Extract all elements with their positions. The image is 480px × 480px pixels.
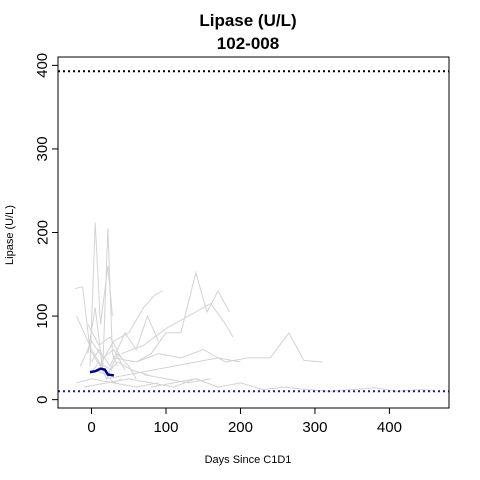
background-series-line-16 [87,324,122,359]
background-series-line-17 [95,361,148,376]
y-tick-label-100: 100 [34,304,51,329]
y-tick-label-300: 300 [34,136,51,161]
background-series-line-8 [113,270,230,363]
x-tick-label-200: 200 [228,419,253,436]
background-series-line-6 [91,314,159,368]
x-tick-label-400: 400 [377,419,402,436]
plot-frame [57,56,450,409]
y-axis-label: Lipase (U/L) [4,205,16,265]
background-series-line-1 [74,286,113,371]
x-tick-label-0: 0 [87,419,95,436]
background-series-line-5 [89,352,137,381]
x-axis-label: Days Since C1D1 [205,454,292,466]
x-tick-label-300: 300 [302,419,327,436]
background-series-line-10 [136,331,323,363]
background-series-line-11 [106,357,241,380]
plot-lines [58,70,449,393]
background-series-line-14 [151,378,435,392]
y-tick-label-400: 400 [34,53,51,78]
axes: 0 100 200 300 400 0 100 200 300 400 [34,53,402,436]
background-series-line-15 [79,340,126,371]
background-series-line-18 [143,374,211,384]
y-tick-label-0: 0 [34,395,51,403]
highlight-series-line [89,367,115,377]
background-series-line-12 [76,378,159,388]
background-series-line-7 [98,290,163,367]
background-series-line-9 [121,302,234,355]
chart-subtitle: 102-008 [217,34,279,53]
chart-title: Lipase (U/L) [199,11,296,30]
background-series-line-3 [87,228,119,371]
x-tick-label-100: 100 [153,419,178,436]
y-tick-label-200: 200 [34,220,51,245]
